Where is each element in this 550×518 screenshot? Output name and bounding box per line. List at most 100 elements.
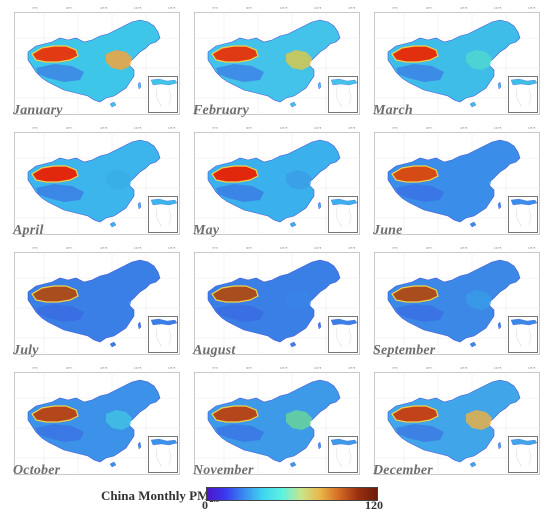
longitude-tick-label: 75°E [32,247,38,250]
longitude-tick-label: 105°E [280,7,288,10]
longitude-tick-label: 90°E [426,127,432,130]
inset-boundary-line [155,208,172,228]
tibet-plateau-region [396,424,444,442]
tarim-basin-hotspot [391,285,439,303]
month-map-panel: 75°E 90°E 105°E 120°E 135°E July [8,246,186,361]
taiwan-island [317,321,322,330]
month-map-panel: 75°E 90°E 105°E 120°E 135°E May [188,126,366,241]
month-label: July [13,343,39,358]
china-map [14,132,180,235]
tibet-plateau-region [216,64,264,82]
map-frame [14,252,180,355]
china-landmass [207,259,341,343]
inset-boundary-line [335,328,352,348]
month-map-panel: 75°E 90°E 105°E 120°E 135°E October [8,366,186,481]
longitude-tick-label: 135°E [528,7,536,10]
longitude-tick-label: 90°E [426,7,432,10]
china-landmass [387,379,521,463]
south-china-sea-inset [328,436,358,473]
month-label: November [193,463,254,478]
tibet-plateau-region [36,184,84,202]
longitude-tick-label: 105°E [100,367,108,370]
tarim-basin-hotspot [211,45,259,63]
china-map [194,372,360,475]
china-map [194,12,360,115]
taiwan-island [137,81,142,90]
map-frame [374,372,540,475]
longitude-tick-label: 75°E [32,7,38,10]
map-frame [14,372,180,475]
tarim-basin-hotspot [211,405,259,423]
longitude-tick-label: 135°E [168,247,176,250]
inset-coastline [150,318,178,326]
inset-boundary-line [335,88,352,108]
east-china-region [106,50,132,70]
east-china-region [106,290,132,310]
longitude-tick-label: 75°E [392,247,398,250]
longitude-tick-label: 105°E [460,7,468,10]
inset-boundary-line [515,328,532,348]
south-china-sea-inset [148,436,178,473]
china-landmass [207,139,341,223]
china-landmass [27,139,161,223]
longitude-tick-label: 90°E [66,7,72,10]
longitude-tick-label: 105°E [100,7,108,10]
map-frame [14,132,180,235]
month-label: February [193,103,250,118]
inset-boundary-line [515,448,532,468]
longitude-tick-label: 120°E [134,367,142,370]
inset-boundary-line [155,88,172,108]
inset-coastline [510,78,538,86]
china-map [14,252,180,355]
tarim-basin-hotspot [391,405,439,423]
longitude-tick-label: 120°E [314,127,322,130]
taiwan-island [137,441,142,450]
tibet-plateau-region [36,304,84,322]
month-map-panel: 75°E 90°E 105°E 120°E 135°E December [368,366,546,481]
taiwan-island [497,201,502,210]
east-china-region [286,410,312,430]
longitude-tick-label: 120°E [314,7,322,10]
china-map [374,12,540,115]
taiwan-island [497,321,502,330]
month-map-panel: 75°E 90°E 105°E 120°E 135°E September [368,246,546,361]
inset-boundary-line [335,448,352,468]
tarim-basin-hotspot [31,165,79,183]
inset-boundary-line [335,208,352,228]
south-china-sea-inset [328,76,358,113]
map-frame [374,12,540,115]
inset-coastline [330,198,358,206]
taiwan-island [317,81,322,90]
china-map [374,372,540,475]
inset-boundary-line [155,448,172,468]
east-china-region [286,170,312,190]
longitude-tick-label: 90°E [246,7,252,10]
tarim-basin-hotspot [31,405,79,423]
east-china-region [106,170,132,190]
south-china-sea-inset [508,76,538,113]
tarim-basin-hotspot [211,285,259,303]
inset-coastline [330,78,358,86]
tibet-plateau-region [216,184,264,202]
longitude-tick-label: 90°E [66,247,72,250]
map-frame [194,252,360,355]
longitude-tick-label: 120°E [314,247,322,250]
longitude-tick-label: 90°E [66,127,72,130]
map-frame [374,132,540,235]
longitude-tick-label: 135°E [168,367,176,370]
longitude-tick-label: 105°E [280,367,288,370]
inset-boundary-line [515,88,532,108]
tibet-plateau-region [216,424,264,442]
tarim-basin-hotspot [391,45,439,63]
colorbar-legend: China Monthly PM2.5 0 120 [0,482,550,518]
china-landmass [27,379,161,463]
hainan-island [109,461,117,468]
south-china-sea-inset [328,196,358,233]
longitude-tick-label: 75°E [32,367,38,370]
china-landmass [27,259,161,343]
longitude-tick-label: 75°E [212,247,218,250]
month-label: September [373,343,436,358]
month-map-panel: 75°E 90°E 105°E 120°E 135°E March [368,6,546,121]
month-map-panel: 75°E 90°E 105°E 120°E 135°E April [8,126,186,241]
china-landmass [207,19,341,103]
